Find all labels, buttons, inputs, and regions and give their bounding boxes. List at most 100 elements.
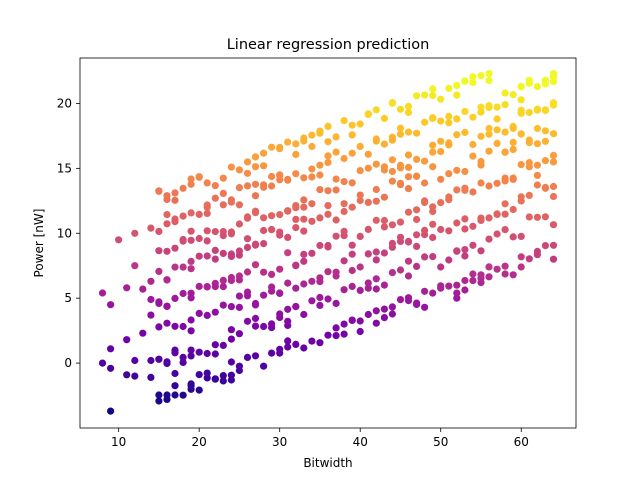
- data-point: [509, 138, 517, 146]
- data-point: [445, 282, 453, 290]
- data-point: [541, 127, 550, 135]
- data-point: [364, 150, 372, 158]
- data-point: [509, 233, 517, 241]
- data-point: [453, 294, 461, 302]
- data-point: [227, 273, 235, 282]
- data-point: [453, 219, 461, 227]
- data-point: [300, 257, 308, 265]
- data-point: [364, 284, 372, 292]
- data-point: [235, 276, 243, 284]
- data-point: [388, 310, 396, 318]
- data-point: [509, 175, 517, 183]
- data-point: [235, 166, 243, 174]
- data-point: [300, 215, 308, 223]
- data-point: [388, 99, 396, 107]
- data-point: [203, 283, 211, 291]
- data-point: [404, 151, 413, 159]
- data-point: [356, 142, 364, 150]
- data-point: [195, 173, 203, 181]
- points-layer: [98, 70, 558, 415]
- x-tick-label: 50: [433, 435, 448, 449]
- data-point: [549, 192, 558, 201]
- data-point: [284, 207, 292, 215]
- data-point: [227, 303, 235, 311]
- data-point: [187, 209, 195, 217]
- data-point: [332, 332, 340, 340]
- data-point: [437, 137, 445, 145]
- data-point: [404, 185, 413, 193]
- data-point: [260, 226, 268, 235]
- data-point: [340, 330, 348, 338]
- data-point: [493, 115, 501, 123]
- data-point: [453, 186, 461, 194]
- data-point: [219, 341, 227, 349]
- data-point: [388, 303, 396, 311]
- data-point: [211, 341, 219, 349]
- y-tick-label: 20: [57, 96, 72, 110]
- data-point: [404, 272, 413, 280]
- data-point: [372, 248, 380, 256]
- data-point: [203, 201, 211, 209]
- data-point: [469, 270, 477, 278]
- data-point: [292, 340, 300, 348]
- data-point: [348, 250, 356, 258]
- data-point: [292, 170, 300, 178]
- data-point: [509, 271, 517, 279]
- data-point: [501, 177, 509, 185]
- data-point: [461, 77, 469, 85]
- data-point: [316, 186, 324, 194]
- data-point: [292, 140, 300, 148]
- data-point: [477, 132, 485, 140]
- data-point: [276, 176, 284, 184]
- data-point: [413, 242, 421, 250]
- data-point: [340, 207, 348, 216]
- data-point: [493, 230, 501, 238]
- data-point: [348, 121, 356, 129]
- data-point: [251, 192, 260, 200]
- data-point: [477, 161, 485, 169]
- data-point: [453, 81, 461, 90]
- data-point: [485, 124, 493, 133]
- data-point: [227, 335, 235, 343]
- data-point: [445, 112, 453, 120]
- data-point: [485, 263, 493, 271]
- data-point: [348, 149, 356, 157]
- data-point: [300, 174, 308, 182]
- data-point: [517, 232, 525, 240]
- data-point: [308, 277, 316, 285]
- data-point: [308, 249, 316, 257]
- data-point: [163, 247, 171, 255]
- data-point: [485, 130, 493, 138]
- data-point: [517, 83, 525, 91]
- data-point: [211, 350, 219, 358]
- data-point: [429, 207, 437, 216]
- data-point: [227, 252, 235, 261]
- data-point: [485, 147, 493, 155]
- data-point: [461, 215, 469, 223]
- data-point: [268, 349, 276, 357]
- data-point: [131, 356, 139, 365]
- data-point: [485, 235, 493, 243]
- data-point: [340, 178, 348, 186]
- data-point: [421, 118, 429, 126]
- data-point: [517, 161, 525, 169]
- data-point: [251, 240, 260, 248]
- data-point: [179, 184, 187, 192]
- data-point: [453, 166, 461, 174]
- data-point: [372, 256, 380, 264]
- data-point: [517, 130, 525, 138]
- data-point: [219, 174, 227, 182]
- data-point: [163, 302, 171, 310]
- data-point: [517, 263, 525, 271]
- data-point: [260, 162, 268, 170]
- data-point: [541, 242, 550, 250]
- data-point: [348, 241, 356, 249]
- data-point: [308, 131, 316, 139]
- data-point: [421, 226, 429, 234]
- data-point: [469, 140, 477, 149]
- data-point: [251, 163, 260, 171]
- data-point: [260, 149, 268, 157]
- data-point: [445, 84, 453, 92]
- data-point: [332, 175, 340, 183]
- data-point: [324, 122, 332, 130]
